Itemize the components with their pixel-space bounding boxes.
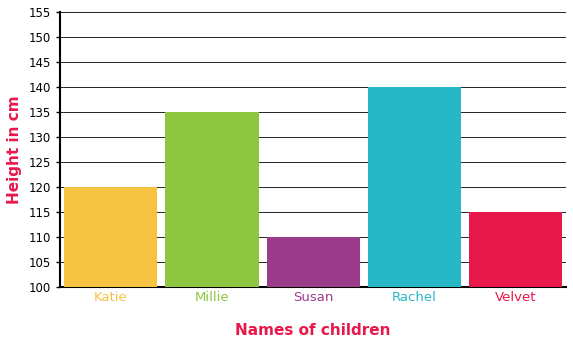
Text: Rachel: Rachel <box>392 291 437 304</box>
Text: Susan: Susan <box>293 291 333 304</box>
Text: Velvet: Velvet <box>494 291 536 304</box>
Bar <box>166 112 258 287</box>
Y-axis label: Height in cm: Height in cm <box>7 95 22 204</box>
Text: Katie: Katie <box>94 291 128 304</box>
Bar <box>266 237 360 287</box>
Bar <box>64 187 158 287</box>
Text: Millie: Millie <box>195 291 229 304</box>
Bar <box>368 87 461 287</box>
Bar <box>469 212 562 287</box>
X-axis label: Names of children: Names of children <box>236 323 391 337</box>
